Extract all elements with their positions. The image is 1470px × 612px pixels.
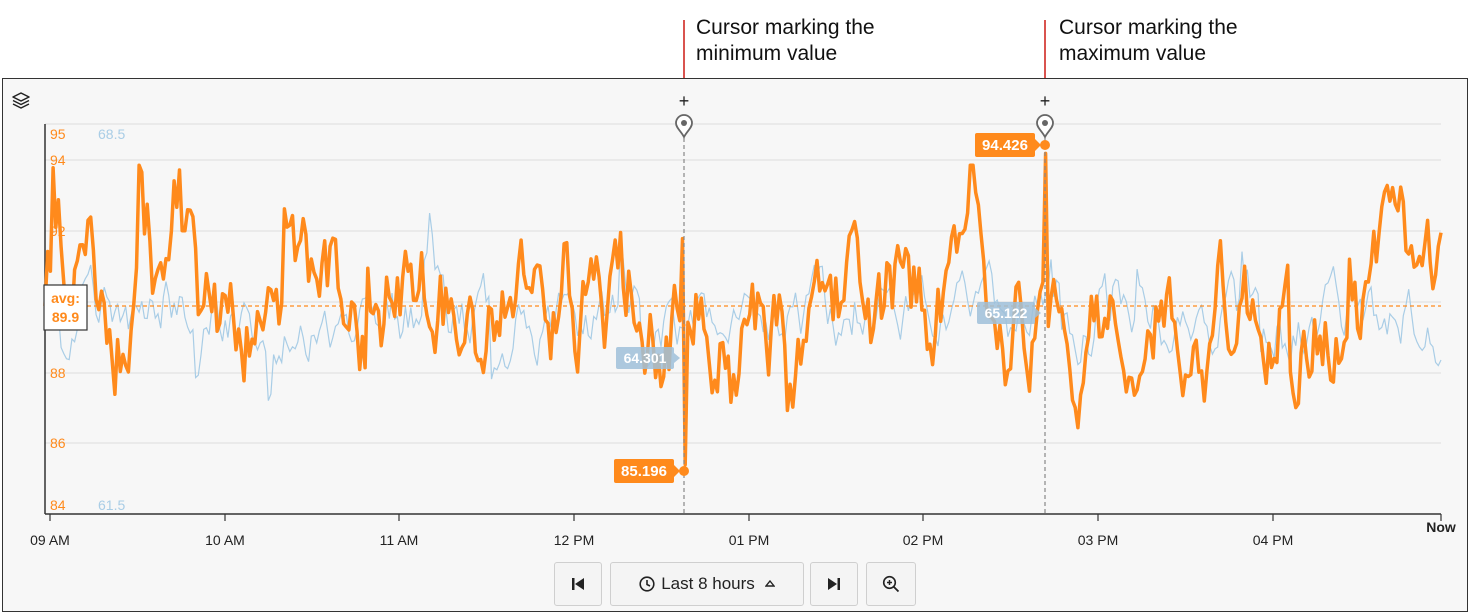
max-cursor-plus[interactable]: + <box>1040 91 1051 111</box>
max-cursor-pin-icon[interactable] <box>1036 114 1054 140</box>
min-secondary-value-label: 64.301 <box>624 350 667 366</box>
min-cursor-annotation-line1: Cursor marking the <box>696 16 875 39</box>
skip-back-icon <box>572 578 584 590</box>
min-primary-value-badge: 85.196 <box>614 459 680 483</box>
chart-gridlines <box>45 123 1441 444</box>
x-tick-label-1: 10 AM <box>205 532 245 548</box>
time-range-label: Last 8 hours <box>661 574 755 593</box>
skip-forward-icon <box>828 578 840 590</box>
y-tick-primary-86: 86 <box>50 435 66 451</box>
y-tick-primary-95: 95 <box>50 126 66 142</box>
y-tick-primary-94: 94 <box>50 152 66 168</box>
min-cursor-callout-line <box>683 20 685 92</box>
x-tick-label-5: 02 PM <box>903 532 943 548</box>
x-tick-label-7: 04 PM <box>1253 532 1293 548</box>
zoom-in-icon <box>882 575 900 593</box>
max-cursor-annotation-line2: maximum value <box>1059 42 1207 65</box>
min-secondary-value-badge: 64.301 <box>616 347 680 369</box>
avg-badge: avg: 89.9 <box>43 284 88 331</box>
max-secondary-value-badge: 65.122 <box>977 302 1041 324</box>
max-cursor-annotation: Cursor marking the maximum value <box>1059 15 1238 67</box>
primary-series-line <box>43 151 1443 467</box>
y-tick-primary-84: 84 <box>50 497 66 513</box>
min-cursor-plus[interactable]: + <box>679 91 690 111</box>
avg-badge-value: 89.9 <box>52 309 79 325</box>
x-tick-label-6: 03 PM <box>1078 532 1118 548</box>
min-primary-value-label: 85.196 <box>621 463 667 480</box>
max-value-dot <box>1040 140 1050 150</box>
x-tick-label-3: 12 PM <box>554 532 594 548</box>
previous-range-button[interactable] <box>554 562 602 606</box>
max-primary-value-label: 94.426 <box>982 137 1028 154</box>
min-cursor-annotation-line2: minimum value <box>696 42 838 65</box>
max-primary-value-badge: 94.426 <box>975 133 1041 157</box>
secondary-series-line <box>44 213 1442 401</box>
max-cursor-annotation-line1: Cursor marking the <box>1059 16 1238 39</box>
x-tick-label-2: 11 AM <box>380 532 419 548</box>
min-cursor-pin-icon[interactable] <box>675 114 693 140</box>
x-tick-label-8: Now <box>1426 519 1456 535</box>
time-range-dropdown[interactable]: Last 8 hours <box>610 562 804 606</box>
x-tick-label-4: 01 PM <box>729 532 769 548</box>
y-tick-secondary-61.5: 61.5 <box>98 497 125 513</box>
y-tick-primary-88: 88 <box>50 365 66 381</box>
max-secondary-value-label: 65.122 <box>985 305 1028 321</box>
y-axis-secondary-ticks: 68.5 61.5 <box>98 126 125 513</box>
layers-icon[interactable] <box>12 92 30 109</box>
clock-icon <box>639 576 655 592</box>
zoom-in-button[interactable] <box>866 562 916 606</box>
max-cursor-callout-line <box>1044 20 1046 92</box>
y-tick-secondary-68.5: 68.5 <box>98 126 125 142</box>
caret-up-icon <box>764 580 775 587</box>
avg-badge-label: avg: <box>51 290 80 306</box>
min-value-dot <box>679 466 689 476</box>
x-tick-label-0: 09 AM <box>30 532 70 548</box>
next-range-button[interactable] <box>810 562 858 606</box>
x-axis-ticks: 09 AM 10 AM 11 AM 12 PM 01 PM 02 PM 03 PM 04 PM… <box>30 514 1456 548</box>
min-cursor-annotation: Cursor marking the minimum value <box>696 15 875 67</box>
